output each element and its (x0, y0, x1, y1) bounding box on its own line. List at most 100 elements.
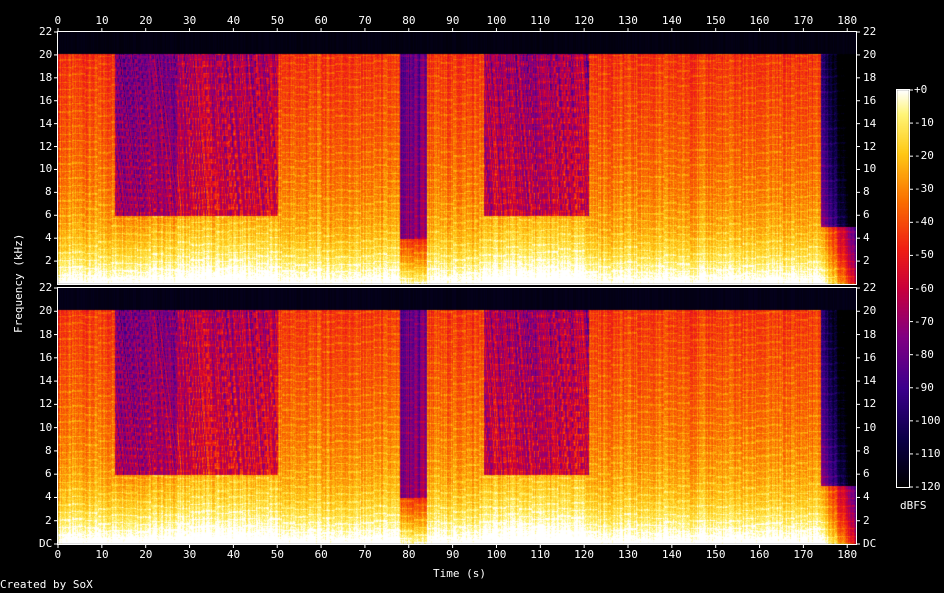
channel-1-y-tick-label-right: 2 (863, 254, 870, 268)
x-tick-label-bottom: 20 (139, 548, 153, 561)
x-tick-label-bottom: 10 (95, 548, 109, 561)
x-tick-label-top: 90 (446, 14, 460, 27)
channel-1-y-tick-label-right: 20 (863, 47, 877, 61)
colorbar-tick-label: -80 (914, 347, 934, 361)
x-tick-label-bottom: 180 (837, 548, 858, 561)
x-tick-label-top: 10 (95, 14, 109, 27)
x-tick-label-top: 80 (402, 14, 416, 27)
channel-1-y-tick-label-left: 18 (39, 70, 53, 84)
channel-1-y-tick-label-right: 10 (863, 162, 877, 176)
x-tick-label-bottom: 50 (270, 548, 284, 561)
channel-2-y-tick-label-right: 8 (863, 443, 870, 457)
channel-2-y-tick-label-left: 2 (45, 513, 52, 527)
x-tick-label-top: 50 (270, 14, 284, 27)
channel-2-frame (57, 287, 857, 545)
channel-2-y-tick-label-left: 20 (39, 304, 53, 318)
channel-2-y-tick-label-right: 16 (863, 350, 877, 364)
channel-1-y-tick-label-left: 2 (45, 254, 52, 268)
channel-2-y-tick-label-right: 14 (863, 374, 877, 388)
colorbar-tick-label: -90 (914, 380, 934, 394)
x-tick-label-bottom: 0 (54, 548, 62, 561)
colorbar-tick-label: -120 (914, 480, 941, 493)
x-tick-label-bottom: 70 (358, 548, 372, 561)
colorbar-frame (896, 89, 910, 488)
colorbar-tick-label: -100 (914, 413, 941, 427)
x-tick-label-top: 70 (358, 14, 372, 27)
x-tick-label-bottom: 170 (793, 548, 814, 561)
colorbar-tick-label: +0 (914, 83, 928, 96)
channel-2-y-tick-label-left: 22 (39, 281, 53, 294)
channel-1-y-tick-label-right: 16 (863, 93, 877, 107)
channel-1-y-tick-label-right: 22 (863, 25, 877, 38)
channel-1-y-tick-label-left: 14 (39, 116, 53, 130)
channel-1-y-tick-label-left: 12 (39, 139, 53, 153)
channel-2-y-tick-label-right: 10 (863, 420, 877, 434)
x-tick-label-bottom: 110 (530, 548, 551, 561)
y-axis-label: Frequency (kHz) (12, 233, 25, 333)
x-tick-label-top: 40 (226, 14, 241, 27)
channel-2-y-tick-label-left: DC (39, 537, 53, 550)
channel-2-y-tick-label-right: 18 (863, 327, 877, 341)
channel-1-y-tick-label-right: 12 (863, 139, 877, 153)
x-tick-label-top: 30 (183, 14, 197, 27)
x-tick-label-bottom: 100 (486, 548, 507, 561)
x-tick-label-top: 130 (618, 14, 638, 27)
channel-2-y-tick-label-left: 10 (39, 420, 53, 434)
x-tick-label-bottom: 140 (661, 548, 682, 561)
channel-2-y-tick-label-left: 16 (39, 350, 53, 364)
x-tick-label-top: 150 (705, 14, 726, 27)
channel-1-y-tick-label-right: 18 (863, 70, 877, 84)
channel-2-y-tick-label-right: 2 (863, 513, 870, 527)
credit-text: Created by SoX (0, 578, 93, 591)
channel-1-y-tick-label-left: 16 (39, 93, 53, 107)
x-tick-label-bottom: 60 (314, 548, 328, 561)
channel-1-y-tick-label-right: 14 (863, 116, 877, 130)
colorbar-tick-label: -30 (914, 182, 934, 196)
channel-2-y-tick-label-left: 18 (39, 327, 53, 341)
x-tick-label-top: 180 (837, 14, 858, 27)
colorbar-tick-label: -50 (914, 248, 934, 262)
x-tick-label-bottom: 90 (446, 548, 460, 561)
channel-1-y-tick-label-left: 10 (39, 162, 53, 176)
channel-2-y-tick-label-left: 4 (45, 490, 52, 504)
channel-1-y-tick-label-left: 8 (45, 185, 52, 199)
colorbar-label: dBFS (900, 499, 927, 512)
colorbar-tick-label: -10 (914, 116, 934, 130)
colorbar-tick-label: -20 (914, 149, 934, 163)
channel-1-y-tick-label-right: 8 (863, 185, 870, 199)
x-tick-label-top: 20 (139, 14, 153, 27)
channel-2-y-tick-label-right: 6 (863, 467, 870, 481)
channel-1-y-tick-label-left: 4 (45, 231, 52, 245)
x-tick-label-top: 120 (574, 14, 595, 27)
channel-1-frame (57, 31, 857, 285)
channel-2-y-tick-label-right: DC (863, 537, 877, 550)
x-tick-label-top: 110 (530, 14, 551, 27)
x-tick-label-bottom: 150 (705, 548, 726, 561)
x-tick-label-top: 140 (661, 14, 682, 27)
colorbar-tick-label: -40 (914, 215, 934, 229)
x-tick-label-bottom: 120 (574, 548, 595, 561)
channel-2-y-tick-label-right: 4 (863, 490, 870, 504)
x-tick-label-bottom: 30 (183, 548, 197, 561)
channel-1-y-tick-label-right: 4 (863, 231, 870, 245)
x-tick-label-top: 0 (54, 14, 62, 27)
channel-2-y-tick-label-left: 12 (39, 397, 53, 411)
x-tick-label-top: 60 (314, 14, 328, 27)
channel-2-y-tick-label-left: 8 (45, 443, 52, 457)
x-tick-label-top: 170 (793, 14, 814, 27)
colorbar-tick-label: -60 (914, 281, 934, 295)
channel-1-y-tick-label-left: 20 (39, 47, 53, 61)
channel-2-y-tick-label-right: 22 (863, 281, 877, 294)
colorbar-tick-label: -110 (914, 446, 941, 460)
x-axis-label: Time (s) (433, 567, 486, 580)
channel-1-y-tick-label-left: 22 (39, 25, 53, 38)
channel-2-y-tick-label-left: 6 (45, 467, 52, 481)
channel-1-y-tick-label-left: 6 (45, 208, 52, 222)
channel-2-y-tick-label-left: 14 (39, 374, 53, 388)
channel-2-y-tick-label-right: 20 (863, 304, 877, 318)
channel-1-y-tick-label-right: 6 (863, 208, 870, 222)
x-tick-label-bottom: 80 (402, 548, 416, 561)
x-tick-label-top: 160 (749, 14, 770, 27)
